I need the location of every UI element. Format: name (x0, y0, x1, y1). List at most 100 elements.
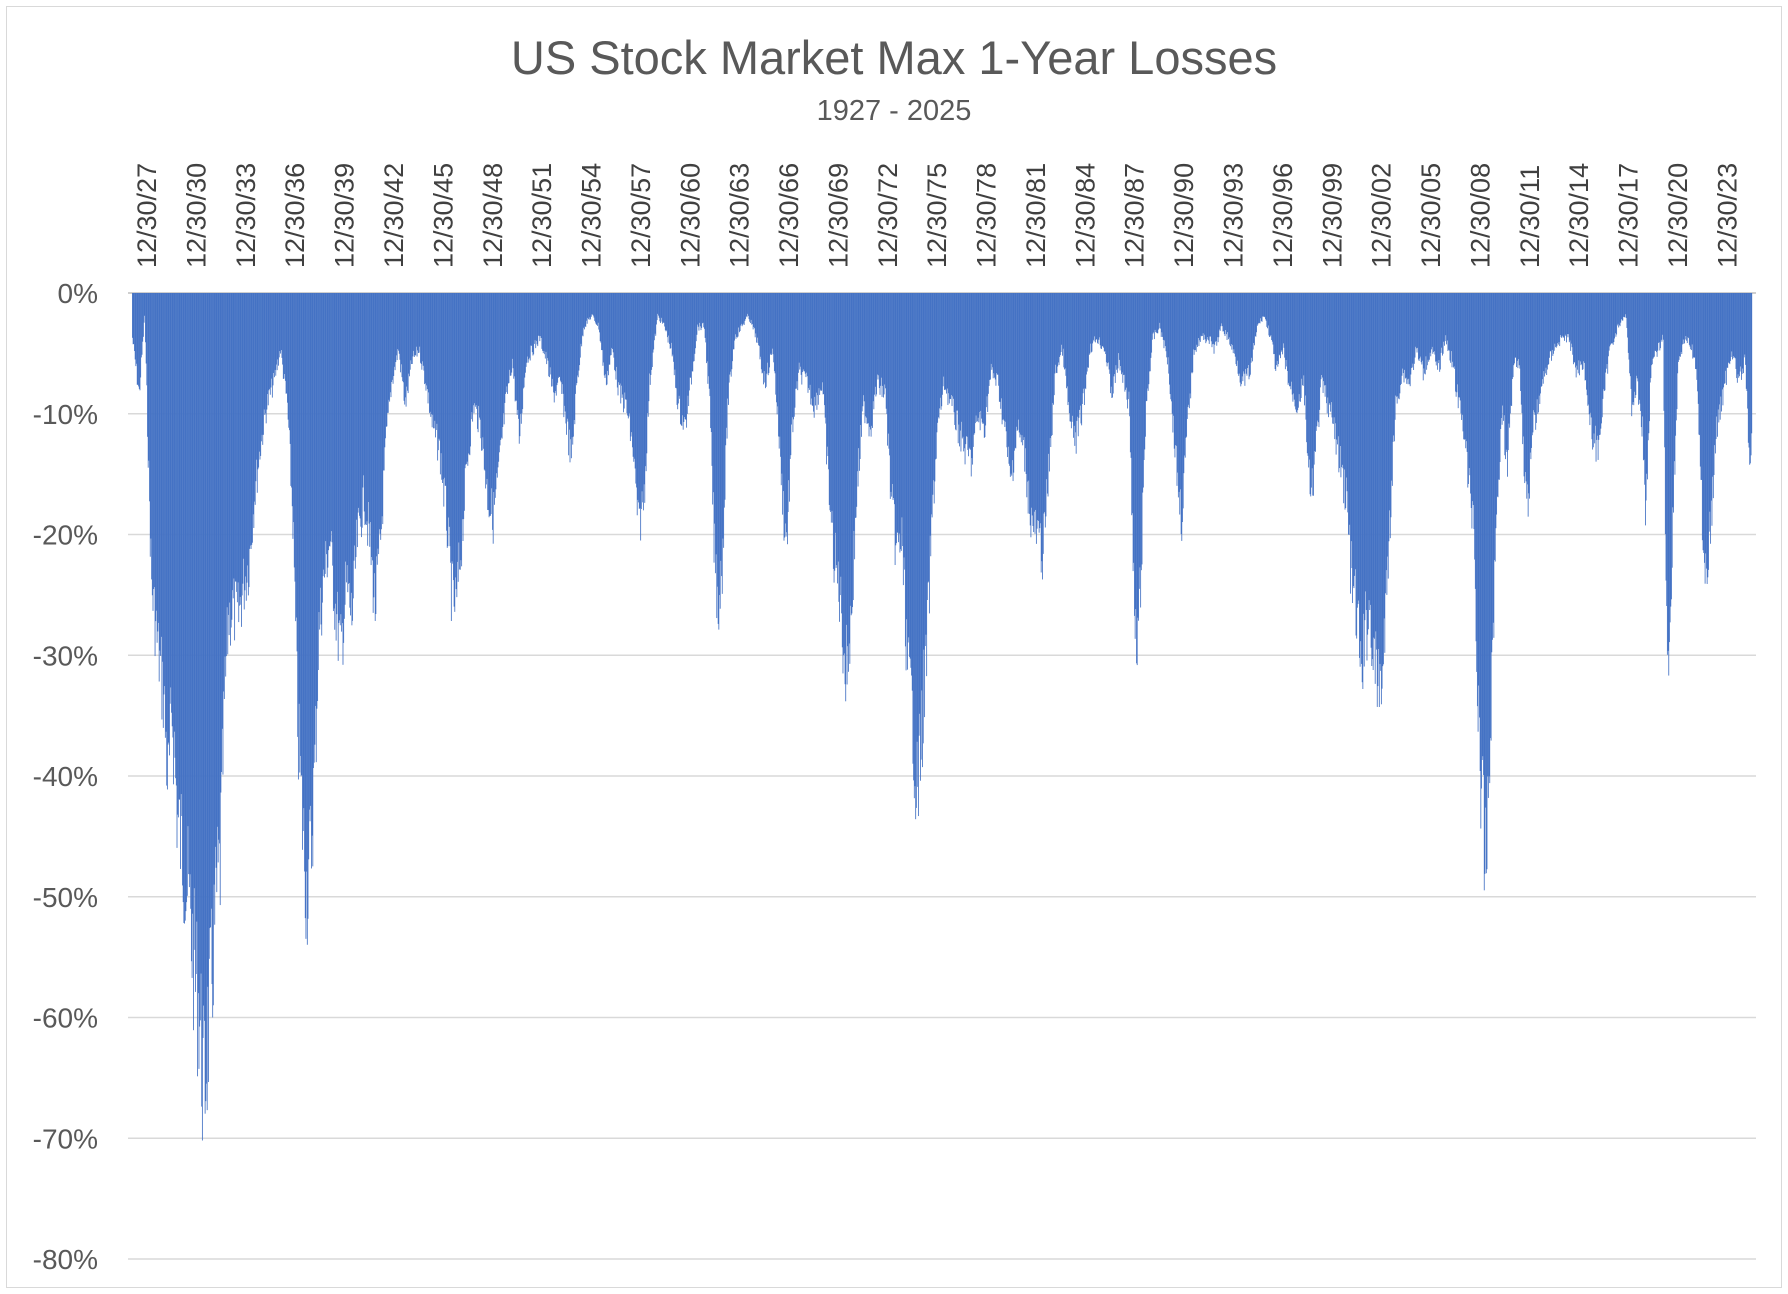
bar (138, 293, 140, 389)
bar (1095, 293, 1097, 340)
chart-title: US Stock Market Max 1-Year Losses (510, 31, 1278, 84)
bar (1045, 293, 1047, 517)
bar (1033, 293, 1035, 533)
bar (1186, 293, 1188, 419)
bar (1601, 293, 1602, 424)
bar (1164, 293, 1166, 341)
bar (1740, 293, 1742, 367)
bar (1649, 293, 1650, 422)
bar (787, 293, 789, 513)
bar (1089, 293, 1091, 354)
bar (1546, 293, 1548, 370)
bar (144, 293, 146, 316)
bar (580, 293, 582, 344)
bar (1608, 293, 1610, 351)
bar (945, 293, 947, 391)
bar (1155, 293, 1157, 333)
bar (286, 293, 288, 394)
bar (712, 293, 714, 493)
bar (1267, 293, 1268, 329)
bar (509, 293, 511, 376)
bar (1691, 293, 1693, 345)
bar (767, 293, 768, 363)
bar (1138, 293, 1140, 621)
bar (640, 293, 642, 541)
bar (867, 293, 869, 424)
bar (435, 293, 436, 438)
bar (1633, 293, 1635, 406)
bar (1690, 293, 1692, 351)
bar (581, 293, 583, 347)
bar (981, 293, 983, 423)
bar (469, 293, 471, 456)
bar (1228, 293, 1230, 338)
bar (283, 293, 285, 379)
bar (1451, 293, 1453, 368)
bar (1532, 293, 1534, 433)
bar (1325, 293, 1327, 386)
bar (1625, 293, 1626, 315)
bar (442, 293, 443, 483)
bar (1039, 293, 1041, 529)
bar (1607, 293, 1609, 374)
x-tick-label: 12/30/54 (577, 163, 607, 268)
bar (319, 293, 321, 588)
bar (363, 293, 364, 476)
bar (1433, 293, 1435, 352)
bar (747, 293, 749, 314)
bar (373, 293, 375, 598)
bar (1087, 293, 1089, 368)
bar (666, 293, 668, 331)
bar (1591, 293, 1593, 440)
bar (1408, 293, 1410, 379)
bar (1002, 293, 1004, 420)
bar (1027, 293, 1029, 514)
bar (1160, 293, 1162, 337)
bar (974, 293, 976, 424)
bar (1338, 293, 1340, 473)
bar (575, 293, 576, 394)
bar (935, 293, 936, 460)
bar (1138, 293, 1140, 589)
bar (162, 293, 164, 662)
bar (1291, 293, 1293, 395)
bar (1262, 293, 1264, 317)
bar (1673, 293, 1675, 462)
bar (1162, 293, 1164, 337)
bar (1516, 293, 1518, 361)
bar (1382, 293, 1384, 667)
bar (908, 293, 910, 638)
bar (1013, 293, 1015, 473)
bar (320, 293, 322, 625)
bar (449, 293, 451, 547)
bar (446, 293, 447, 531)
bar (568, 293, 570, 430)
bar (943, 293, 945, 377)
bar (1437, 293, 1439, 370)
bar (139, 293, 141, 391)
bar (410, 293, 412, 361)
bar (678, 293, 680, 396)
bar (956, 293, 958, 411)
bar (754, 293, 756, 338)
bar (505, 293, 507, 393)
bar (566, 293, 567, 435)
bar (1170, 293, 1172, 400)
bar (590, 293, 592, 317)
bar (942, 293, 943, 395)
bar (1263, 293, 1265, 317)
bar (1221, 293, 1223, 327)
bar (1289, 293, 1291, 387)
bar (380, 293, 382, 540)
bar (1440, 293, 1442, 353)
bar (1267, 293, 1269, 326)
bar (1212, 293, 1214, 344)
bar (622, 293, 624, 395)
bar (926, 293, 928, 600)
bar (229, 293, 231, 603)
y-axis: 0%-10%-20%-30%-40%-50%-60%-70%-80% (33, 278, 98, 1275)
bar (1743, 293, 1744, 374)
bar (960, 293, 962, 452)
bar (416, 293, 418, 357)
bar (1188, 293, 1190, 409)
